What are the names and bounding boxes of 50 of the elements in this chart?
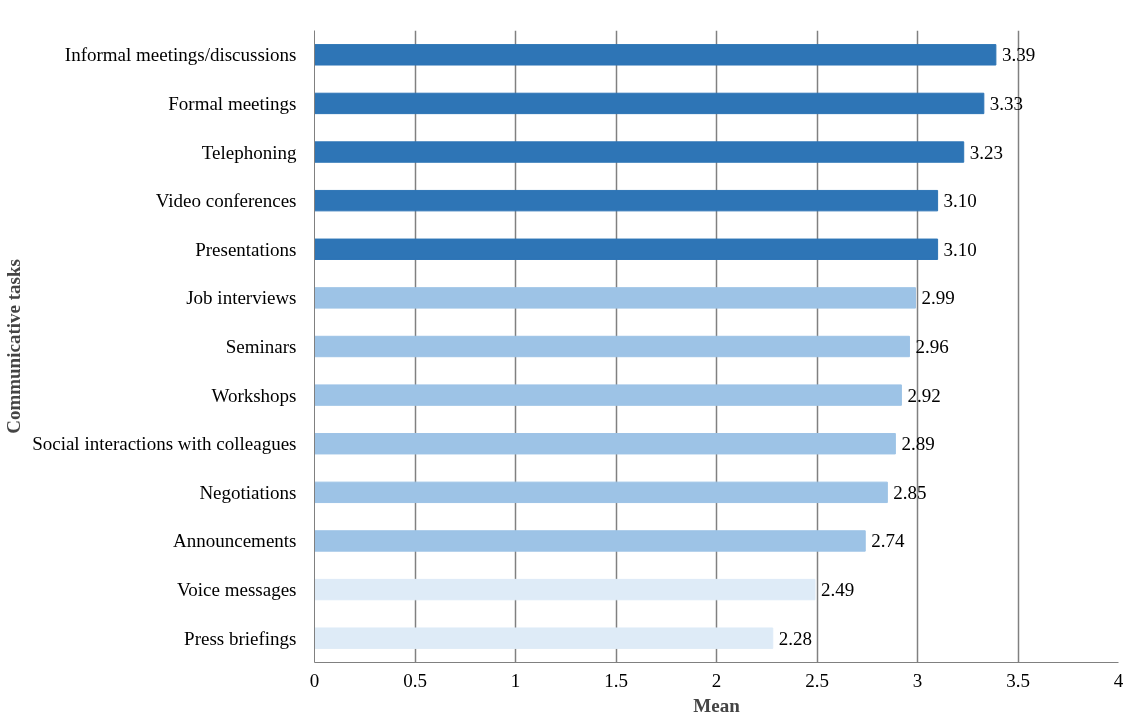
x-axis-title: Mean bbox=[693, 694, 741, 716]
data-label: 2.49 bbox=[820, 579, 855, 601]
bar bbox=[314, 189, 939, 212]
data-label: 3.39 bbox=[1001, 44, 1036, 66]
bar bbox=[314, 92, 985, 115]
data-label: 2.96 bbox=[915, 336, 949, 357]
data-label: 2.85 bbox=[893, 481, 927, 503]
y-tick-label: Workshops bbox=[211, 384, 297, 406]
data-label: 3.33 bbox=[989, 92, 1024, 114]
y-tick-label: Announcements bbox=[173, 530, 297, 552]
y-axis-title: Communicative tasks bbox=[3, 259, 25, 434]
bar bbox=[314, 433, 896, 455]
x-tick-label: 3.5 bbox=[1006, 669, 1030, 691]
y-tick-label: Informal meetings/discussions bbox=[64, 44, 297, 66]
x-tick-label: 2.5 bbox=[805, 669, 829, 691]
y-tick-label: Voice messages bbox=[177, 579, 297, 601]
x-tick-label: 0.5 bbox=[403, 669, 427, 691]
bar bbox=[314, 384, 902, 406]
x-tick-label: 4 bbox=[1113, 669, 1124, 691]
data-label: 2.99 bbox=[921, 287, 955, 309]
y-tick-label: Press briefings bbox=[184, 627, 297, 649]
y-tick-label: Social interactions with colleagues bbox=[32, 433, 297, 455]
data-label: 2.28 bbox=[778, 627, 813, 649]
data-label: 2.74 bbox=[871, 530, 905, 552]
bar bbox=[314, 335, 910, 358]
y-tick-label: Job interviews bbox=[186, 287, 297, 309]
y-tick-label: Seminars bbox=[225, 336, 297, 357]
x-tick-label: 3 bbox=[912, 669, 923, 691]
data-label: 3.10 bbox=[943, 238, 977, 260]
bar bbox=[314, 238, 939, 260]
y-tick-label: Telephoning bbox=[201, 141, 297, 163]
x-tick-label: 1 bbox=[510, 669, 521, 691]
x-tick-label: 1.5 bbox=[604, 669, 628, 691]
y-tick-label: Formal meetings bbox=[168, 92, 297, 114]
data-label: 2.92 bbox=[907, 384, 941, 406]
x-tick-label: 0 bbox=[309, 669, 320, 691]
data-label: 3.23 bbox=[969, 141, 1003, 163]
data-label: 3.10 bbox=[943, 190, 977, 212]
bar bbox=[314, 578, 816, 601]
y-tick-label: Presentations bbox=[195, 238, 297, 260]
bar bbox=[314, 141, 965, 163]
bar bbox=[314, 530, 866, 552]
x-tick-label: 2 bbox=[711, 669, 722, 691]
y-tick-label: Video conferences bbox=[155, 190, 297, 212]
y-tick-label: Negotiations bbox=[199, 481, 297, 503]
bar bbox=[314, 481, 888, 504]
data-label: 2.89 bbox=[901, 433, 935, 455]
bar bbox=[314, 44, 997, 66]
bar bbox=[314, 627, 774, 649]
bar bbox=[314, 287, 916, 309]
